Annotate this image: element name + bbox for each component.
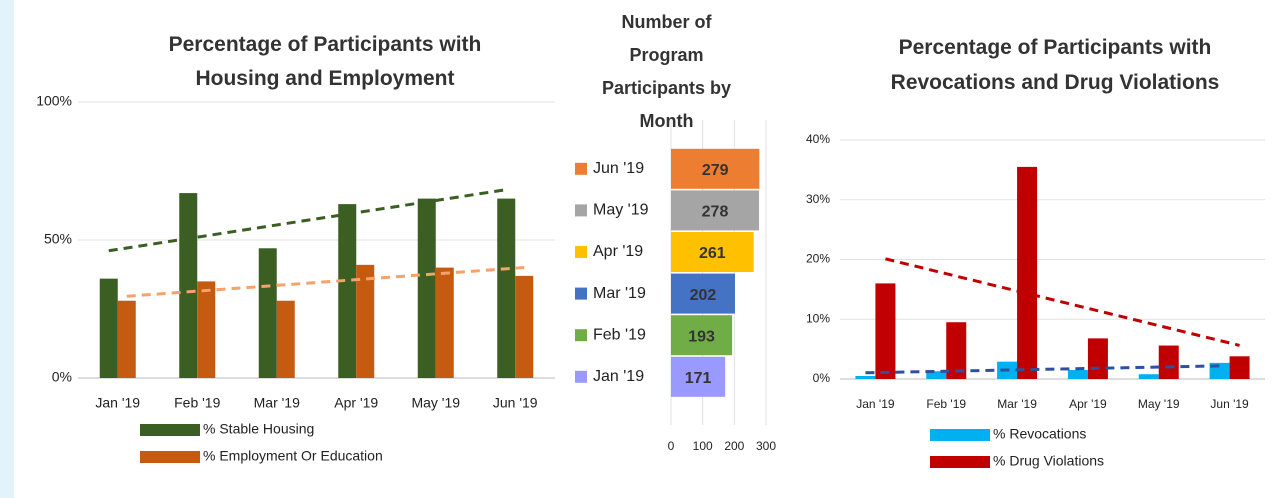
legend-label: Jan '19	[593, 368, 644, 385]
value-label: 278	[702, 204, 729, 221]
y-tick-label: 10%	[806, 311, 830, 325]
x-tick-label: Jun '19	[493, 395, 538, 411]
value-label: 193	[688, 328, 715, 345]
side-strip	[0, 0, 14, 498]
trend-line	[126, 265, 525, 298]
value-label: 279	[702, 162, 729, 179]
x-tick-label: 200	[724, 439, 744, 453]
value-label: 171	[685, 370, 712, 387]
bar	[1067, 370, 1088, 379]
x-tick-label: 300	[756, 439, 776, 453]
legend-swatch	[575, 370, 587, 383]
x-tick-label: Jun '19	[1210, 397, 1249, 411]
bar	[276, 300, 295, 378]
bar	[515, 275, 534, 378]
bar	[1158, 345, 1179, 379]
legend-label: % Revocations	[993, 426, 1086, 442]
legend-label: % Employment Or Education	[203, 448, 383, 464]
x-tick-label: Mar '19	[254, 395, 300, 411]
bar	[497, 198, 516, 378]
bar	[1138, 374, 1159, 379]
bar	[338, 204, 357, 378]
bar	[671, 190, 760, 231]
chart-title: Number of Program Participants by Month	[601, 12, 732, 131]
bar	[671, 356, 726, 397]
y-tick-label: 20%	[806, 252, 830, 266]
bar	[926, 371, 947, 379]
x-tick-label: 100	[693, 439, 713, 453]
legend-swatch	[575, 329, 587, 342]
x-tick-label: Feb '19	[174, 395, 220, 411]
y-tick-label: 30%	[806, 192, 830, 206]
trend-line	[885, 257, 1240, 347]
legend-label: Mar '19	[593, 285, 646, 302]
x-tick-label: 0	[668, 439, 675, 453]
legend-label: Feb '19	[593, 326, 646, 343]
legend-label: % Stable Housing	[203, 421, 314, 437]
bar	[671, 273, 735, 314]
y-tick-label: 50%	[44, 231, 72, 247]
legend-label: % Drug Violations	[993, 453, 1104, 469]
y-tick-label: 0%	[52, 369, 72, 385]
legend-swatch	[140, 451, 200, 463]
legend-swatch	[140, 424, 200, 436]
legend-swatch	[930, 429, 990, 441]
x-tick-label: May '19	[1138, 397, 1180, 411]
trend-line	[108, 188, 507, 253]
value-label: 261	[699, 245, 726, 262]
x-tick-label: Jan '19	[856, 397, 895, 411]
x-tick-label: Apr '19	[1069, 397, 1107, 411]
y-tick-label: 0%	[813, 371, 831, 385]
x-tick-label: Mar '19	[997, 397, 1037, 411]
bar	[875, 283, 896, 379]
y-tick-label: 100%	[36, 93, 72, 109]
x-tick-label: May '19	[411, 395, 460, 411]
legend-label: May '19	[593, 202, 649, 219]
legend-swatch	[930, 456, 990, 468]
chart-title: Percentage of Participants with Housing …	[168, 33, 482, 90]
y-tick-label: 40%	[806, 132, 830, 146]
bar	[417, 198, 436, 378]
bar	[1229, 356, 1250, 379]
x-tick-label: Jan '19	[95, 395, 140, 411]
chart-title: Percentage of Participants with Revocati…	[890, 36, 1220, 94]
bar	[258, 248, 277, 378]
bar	[356, 264, 375, 378]
bar	[435, 267, 454, 378]
legend-label: Apr '19	[593, 243, 643, 260]
x-tick-label: Apr '19	[334, 395, 378, 411]
bar	[1087, 338, 1108, 379]
legend-swatch	[575, 287, 587, 300]
legend-swatch	[575, 246, 587, 258]
legend-swatch	[575, 162, 587, 175]
legend-swatch	[575, 204, 587, 217]
legend-label: Jun '19	[593, 160, 644, 177]
bar	[179, 193, 198, 378]
bar	[946, 322, 967, 379]
bar	[99, 278, 118, 378]
bar	[1017, 166, 1038, 379]
bar	[117, 300, 136, 378]
bar	[671, 315, 733, 356]
bar	[671, 232, 754, 272]
bar	[197, 281, 216, 378]
bar	[855, 376, 876, 379]
x-tick-label: Feb '19	[926, 397, 966, 411]
value-label: 202	[690, 287, 717, 304]
bar	[671, 148, 760, 189]
